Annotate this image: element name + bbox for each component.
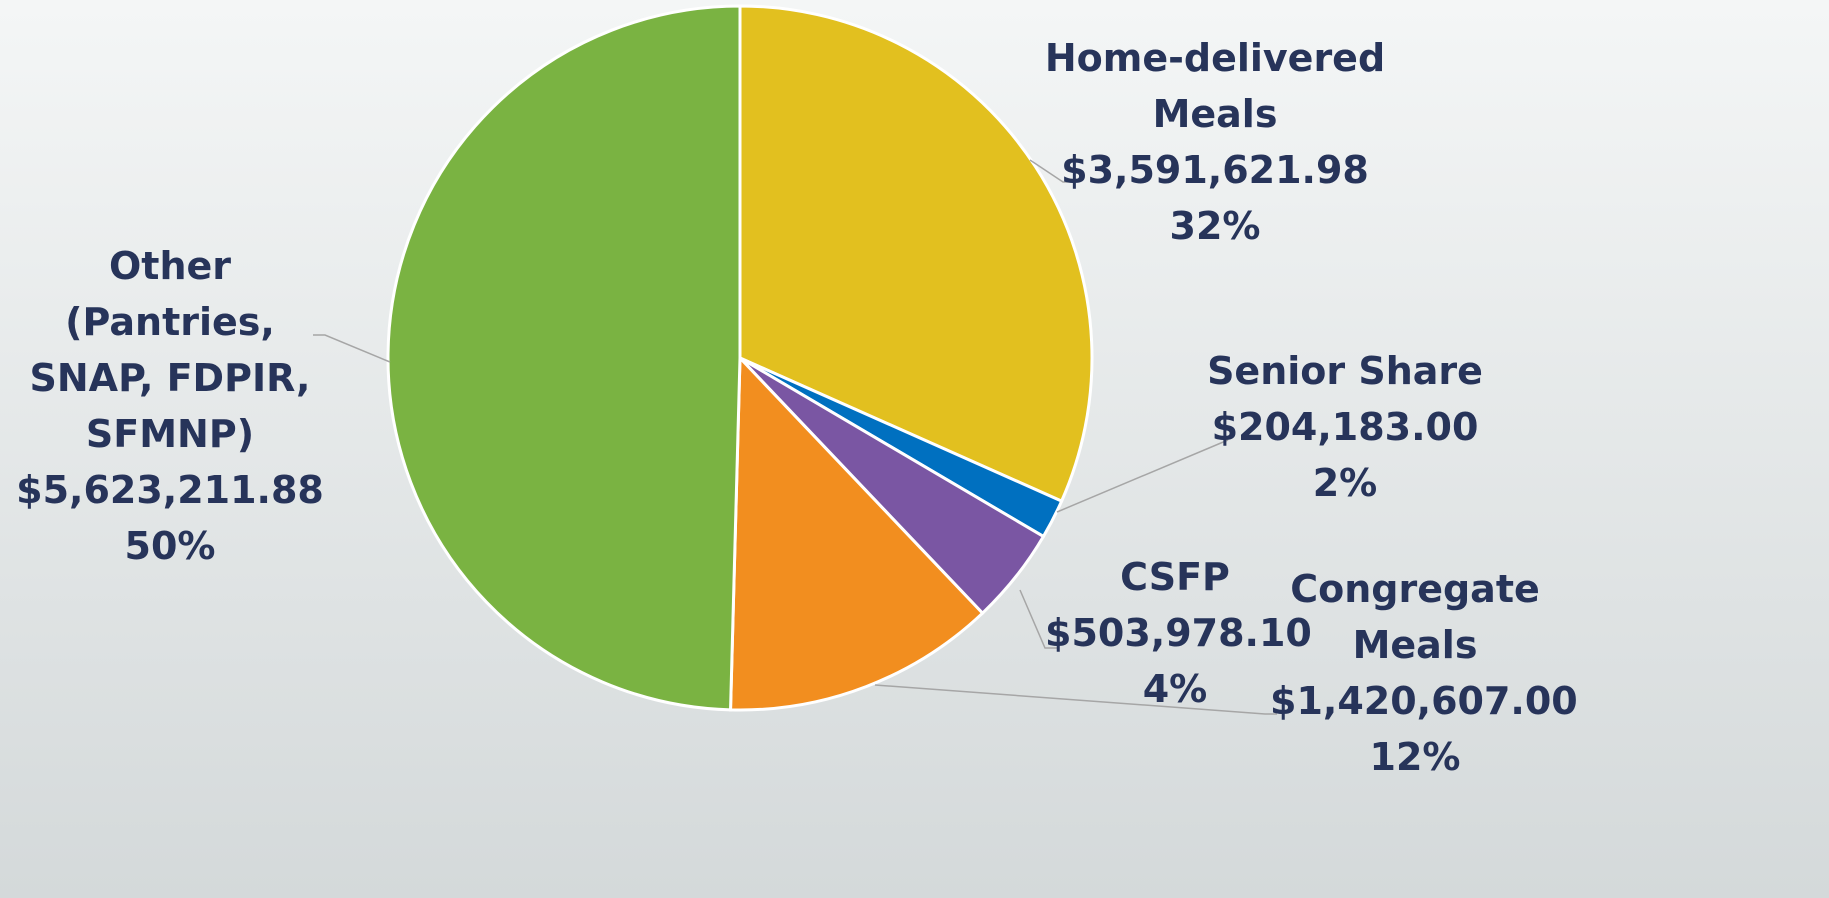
percent-label: 32% <box>1169 204 1261 248</box>
leader-line <box>874 684 1277 715</box>
category-name: Home-delivered Meals <box>1044 36 1386 136</box>
pie <box>386 4 1094 712</box>
category-name: Other (Pantries, SNAP, FDPIR, SFMNP) <box>29 244 311 456</box>
category-name: CSFP <box>1120 555 1230 599</box>
pie-slice <box>386 4 742 712</box>
category-name: Senior Share <box>1207 349 1483 393</box>
leader-line <box>1019 589 1057 649</box>
category-name: Congregate Meals <box>1290 567 1540 667</box>
percent-label: 4% <box>1142 667 1208 711</box>
pie-slice <box>738 4 1094 504</box>
value-label: $3,591,621.98 <box>1061 148 1369 192</box>
slice-label: Home-delivered Meals $3,591,621.98 32% <box>1035 30 1395 254</box>
percent-label: 12% <box>1369 735 1461 779</box>
leader-line <box>1029 159 1075 183</box>
percent-label: 50% <box>124 524 216 568</box>
value-label: $1,420,607.00 <box>1270 679 1578 723</box>
pie-slice <box>728 354 985 712</box>
value-label: $5,623,211.88 <box>16 468 324 512</box>
slice-label: Senior Share $204,183.00 2% <box>1195 343 1495 511</box>
slice-label: Other (Pantries, SNAP, FDPIR, SFMNP) $5,… <box>0 238 340 574</box>
slice-label: CSFP $503,978.10 4% <box>1045 549 1312 717</box>
percent-label: 2% <box>1312 461 1378 505</box>
leader-line <box>313 334 391 363</box>
leader-lines <box>313 159 1277 715</box>
value-label: $503,978.10 <box>1045 611 1312 655</box>
value-label: $204,183.00 <box>1211 405 1479 449</box>
slice-label: Congregate Meals $1,420,607.00 12% <box>1270 561 1578 785</box>
leader-line <box>1056 439 1229 513</box>
